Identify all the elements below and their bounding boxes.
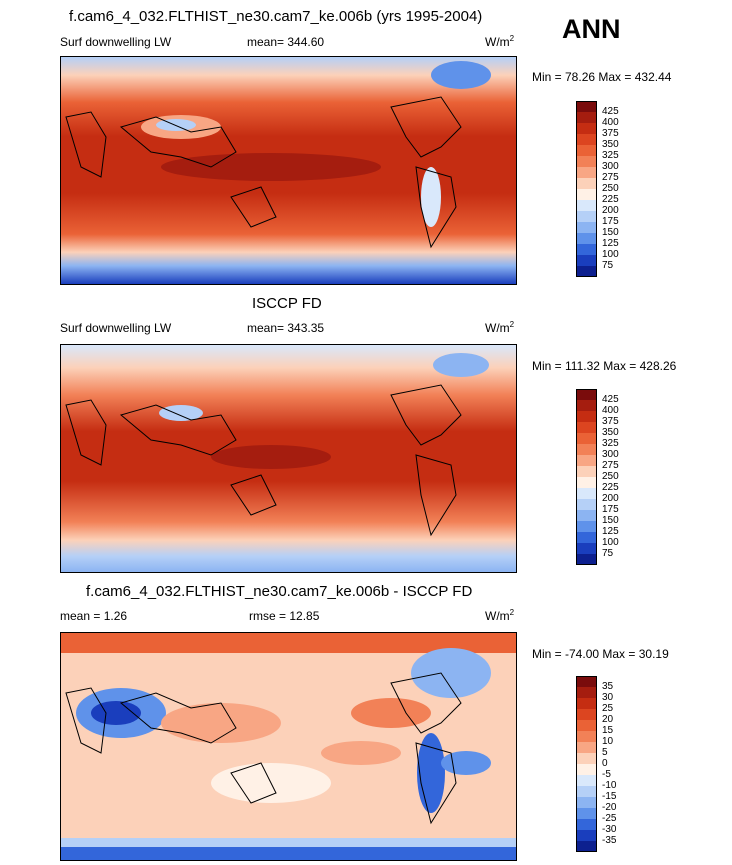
panel1-units: W/m2 [485, 34, 515, 49]
panel2-colorbar-tick: 150 [602, 515, 619, 526]
panel2-colorbar-tick: 350 [602, 427, 619, 438]
panel3-colorbar-tick: 35 [602, 681, 614, 692]
panel1-colorbar-tick: 425 [602, 106, 619, 117]
panel1-colorbar-tick: 175 [602, 216, 619, 227]
panel2-colorbar-tick: 325 [602, 438, 619, 449]
panel3-colorbar-tick: 25 [602, 703, 614, 714]
panel3-units: W/m2 [485, 608, 515, 623]
panel2-variable-label: Surf downwelling LW [60, 321, 172, 335]
panel3-map [60, 632, 517, 861]
season-label: ANN [562, 14, 621, 44]
panel3-minmax: Min = -74.00 Max = 30.19 [532, 647, 669, 661]
panel1-colorbar-tick: 375 [602, 128, 619, 139]
panel3-mean: mean = 1.26 [60, 609, 128, 623]
panel1-variable-label: Surf downwelling LW [60, 35, 172, 49]
panel1-colorbar-tick: 300 [602, 161, 619, 172]
panel2-colorbar-tick: 125 [602, 526, 619, 537]
panel3-colorbar-tick: -35 [602, 835, 617, 846]
panel1-colorbar-tick: 125 [602, 238, 619, 249]
panel2-colorbar-tick: 375 [602, 416, 619, 427]
panel1-colorbar-tick: 275 [602, 172, 619, 183]
panel3-colorbar-tick: -5 [602, 769, 611, 780]
panel3-colorbar-tick: 15 [602, 725, 614, 736]
panel2-colorbar-tick: 200 [602, 493, 619, 504]
panel2-units: W/m2 [485, 320, 515, 335]
panel2-minmax: Min = 111.32 Max = 428.26 [532, 359, 677, 373]
panel1-colorbar-tick: 100 [602, 249, 619, 260]
panel1-minmax: Min = 78.26 Max = 432.44 [532, 70, 672, 84]
panel2-colorbar-tick: 250 [602, 471, 619, 482]
panel2-map [60, 344, 517, 573]
panel1-colorbar-tick: 350 [602, 139, 619, 150]
panel3-colorbar-tick: 30 [602, 692, 614, 703]
panel2-colorbar-tick: 425 [602, 394, 619, 405]
panel1-colorbar-tick: 200 [602, 205, 619, 216]
panel1-colorbar-tick: 250 [602, 183, 619, 194]
panel3-title: f.cam6_4_032.FLTHIST_ne30.cam7_ke.006b -… [86, 583, 473, 600]
panel3-rmse: rmse = 12.85 [249, 609, 320, 623]
panel1-colorbar-tick: 75 [602, 260, 614, 271]
panel2-mean: mean= 343.35 [247, 321, 325, 335]
panel3-colorbar-tick: 10 [602, 736, 614, 747]
panel3-colorbar-tick: -15 [602, 791, 617, 802]
panel1-colorbar-tick: 225 [602, 194, 619, 205]
panel2-colorbar-tick: 300 [602, 449, 619, 460]
panel2-colorbar-tick: 175 [602, 504, 619, 515]
panel3-colorbar-tick: -30 [602, 824, 617, 835]
panel1-colorbar-tick: 325 [602, 150, 619, 161]
panel1-title: f.cam6_4_032.FLTHIST_ne30.cam7_ke.006b (… [69, 8, 483, 25]
panel3-colorbar-tick: 5 [602, 747, 608, 758]
panel3-colorbar-tick: -10 [602, 780, 617, 791]
panel1-colorbar-tick: 150 [602, 227, 619, 238]
panel1-map [60, 56, 517, 285]
panel2-colorbar-tick: 275 [602, 460, 619, 471]
panel3-colorbar-tick: 0 [602, 758, 608, 769]
panel2-colorbar-tick: 100 [602, 537, 619, 548]
panel3-colorbar-tick: -25 [602, 813, 617, 824]
panel2-colorbar-tick: 225 [602, 482, 619, 493]
panel1-mean: mean= 344.60 [247, 35, 325, 49]
panel2-colorbar-tick: 400 [602, 405, 619, 416]
panel2-colorbar-tick: 75 [602, 548, 614, 559]
panel2-title: ISCCP FD [252, 295, 322, 312]
panel1-colorbar-tick: 400 [602, 117, 619, 128]
panel3-colorbar-tick: 20 [602, 714, 614, 725]
panel3-colorbar-tick: -20 [602, 802, 617, 813]
